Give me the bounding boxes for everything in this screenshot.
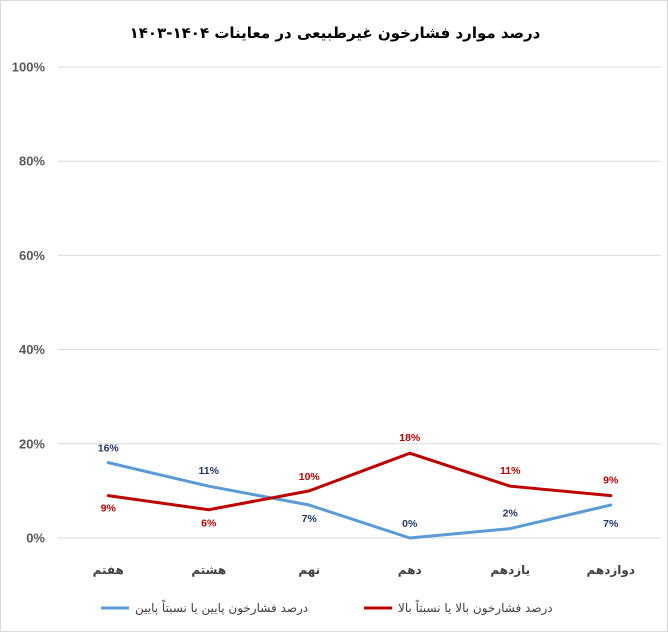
x-tick-label: یازدهم [490,563,530,577]
y-tick-label: 40% [19,342,45,357]
chart-title: درصد موارد فشارخون غیرطبیعی در معاینات ۱… [130,24,541,42]
data-label: 0% [402,518,418,530]
y-tick-label: 80% [19,154,45,169]
data-label: 6% [201,518,217,530]
legend: درصد فشارخون پایین یا نسبتاً پایین درصد ف… [101,599,553,616]
x-axis-ticks: هفتم هشتم نهم دهم یازدهم دوازدهم [93,563,635,578]
y-tick-label: 60% [19,248,45,263]
x-tick-label: دوازدهم [586,563,635,578]
legend-label-1: درصد فشارخون بالا یا نسبتاً بالا [398,599,553,616]
x-tick-label: نهم [298,563,320,577]
series-line-0 [106,461,613,540]
y-axis-ticks: 0% 20% 40% 60% 80% 100% [12,60,46,546]
data-label: 9% [101,503,117,515]
y-tick-label: 20% [19,436,45,451]
data-label: 16% [98,443,120,455]
data-label: 11% [500,465,521,477]
legend-label-0: درصد فشارخون پایین یا نسبتاً پایین [135,599,308,616]
data-label: 7% [302,513,318,525]
series-lines [106,451,613,540]
data-label: 2% [503,508,519,520]
data-label: 11% [199,465,220,477]
series-line-1 [106,451,613,512]
x-tick-label: هفتم [93,563,124,577]
data-label: 9% [603,475,619,487]
data-labels: 16% 11% 7% 0% 2% 7% 9% 6% 10% 18% 11% 9% [98,432,619,530]
y-tick-label: 0% [26,531,45,546]
gridlines [58,66,661,539]
data-label: 18% [399,432,421,444]
y-tick-label: 100% [12,60,46,75]
x-tick-label: هشتم [191,563,226,577]
data-label: 7% [603,518,619,530]
data-label: 10% [299,471,321,483]
x-tick-label: دهم [398,563,422,577]
